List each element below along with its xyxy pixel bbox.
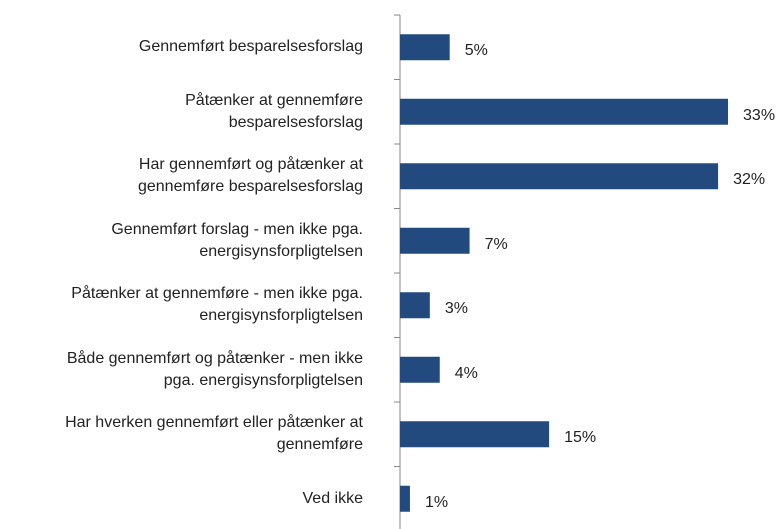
value-label: 32%	[733, 171, 766, 189]
category-label: Gennemført forslag - men ikke pga. energ…	[111, 220, 363, 260]
value-label: 5%	[464, 42, 488, 60]
category-label: Påtænker at gennemføre - men ikke pga. e…	[71, 285, 363, 325]
value-label: 15%	[564, 429, 597, 447]
category-label: Gennemført besparelsesforslag	[138, 38, 363, 56]
value-label: 4%	[454, 364, 478, 382]
category-label: Har gennemført og påtænker at gennemføre…	[137, 156, 363, 196]
bar	[400, 356, 440, 383]
category-label: Både gennemført og påtænker - men ikke p…	[66, 349, 363, 389]
bar	[400, 292, 430, 319]
bar	[400, 34, 450, 61]
category-label: Ved ikke	[302, 489, 363, 507]
category-label: Har hverken gennemført eller påtænker at…	[65, 414, 363, 454]
bar	[400, 98, 729, 125]
bar	[400, 485, 410, 512]
category-label: Påtænker at gennemføre besparelsesforsla…	[185, 91, 363, 131]
bar	[400, 163, 719, 190]
value-label: 7%	[484, 235, 508, 253]
value-label: 3%	[444, 300, 468, 318]
value-label: 33%	[743, 106, 776, 124]
bar	[400, 227, 470, 254]
bar	[400, 421, 550, 448]
value-label: 1%	[424, 493, 449, 511]
